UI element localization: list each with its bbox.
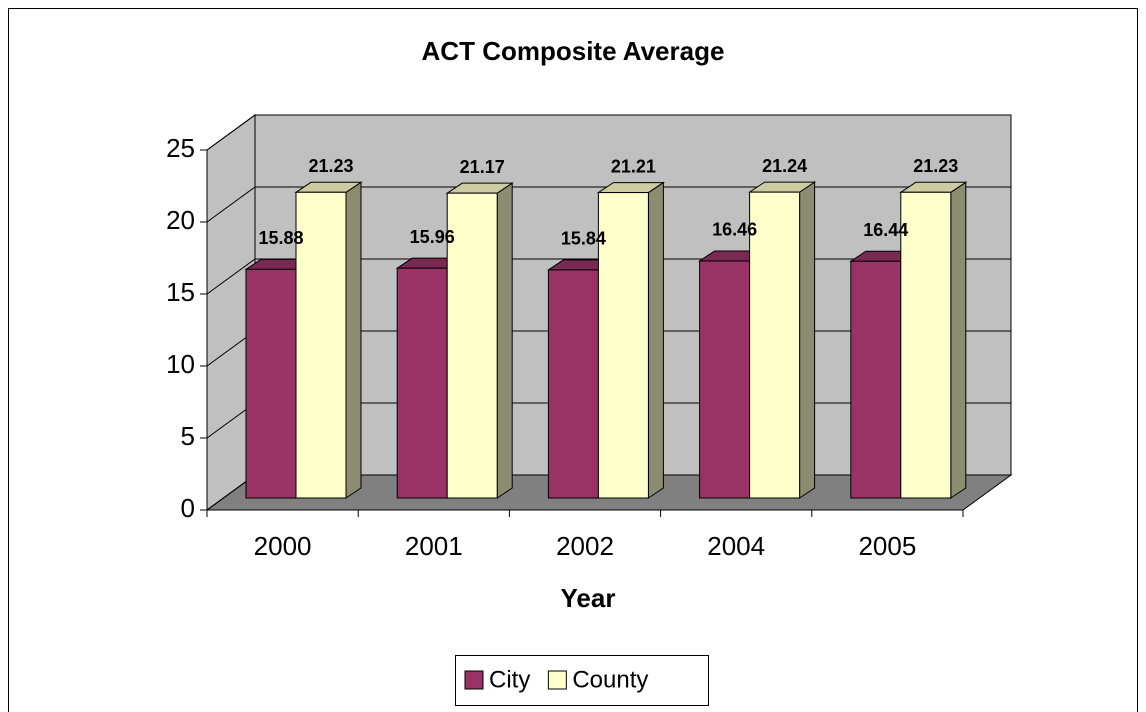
x-tick-label: 2004	[707, 531, 765, 561]
bar	[445, 182, 514, 499]
bar-front	[245, 268, 297, 499]
x-tick-label: 2001	[405, 531, 463, 561]
grid-line	[206, 114, 1011, 151]
x-axis-label: Year	[561, 583, 616, 613]
legend-swatch	[547, 670, 567, 690]
bar	[294, 181, 363, 499]
bar-front	[597, 192, 649, 499]
bar	[899, 181, 968, 499]
bar	[596, 181, 666, 499]
bar-front	[699, 260, 751, 499]
chart-title: ACT Composite Average	[422, 36, 725, 66]
legend-label: City	[489, 666, 530, 693]
y-tick-label: 5	[181, 421, 195, 451]
y-tick-label: 10	[166, 349, 195, 379]
bar-front	[900, 191, 952, 499]
data-label: 15.84	[561, 229, 606, 249]
data-label: 21.23	[913, 156, 958, 176]
legend-box	[455, 655, 709, 706]
legend: City County	[464, 666, 648, 693]
legend-swatch	[464, 670, 484, 690]
bar-front	[396, 267, 448, 499]
data-label: 21.23	[308, 156, 353, 176]
x-tick-label: 2005	[858, 531, 916, 561]
bar-front	[547, 269, 599, 499]
x-tick-label: 2000	[254, 531, 312, 561]
bar-front	[295, 191, 347, 499]
y-tick-label: 20	[166, 205, 195, 235]
bar-side	[345, 181, 362, 499]
bar-front	[749, 191, 801, 499]
bar-side	[647, 181, 664, 499]
data-label: 21.21	[611, 156, 656, 176]
bar-side	[496, 182, 513, 499]
legend-label: County	[572, 666, 648, 693]
bar-front	[446, 192, 498, 499]
plot: 0 5 10 15 20 25 2000 15.88 21.23 2001 15.96 21.17 20…	[166, 114, 1013, 561]
x-tick-label: 2002	[556, 531, 614, 561]
bar-front	[850, 260, 902, 499]
data-label: 15.96	[410, 227, 455, 247]
y-tick-label: 25	[166, 133, 195, 163]
bar-side	[799, 181, 816, 499]
y-tick-label: 15	[166, 277, 195, 307]
data-label: 16.46	[712, 220, 757, 240]
data-label: 15.88	[258, 228, 303, 248]
data-label: 21.24	[762, 156, 807, 176]
bar	[747, 181, 817, 499]
y-tick-label: 0	[181, 493, 195, 523]
bar-side	[950, 181, 967, 499]
data-label: 21.17	[460, 157, 505, 177]
data-label: 16.44	[863, 220, 908, 240]
